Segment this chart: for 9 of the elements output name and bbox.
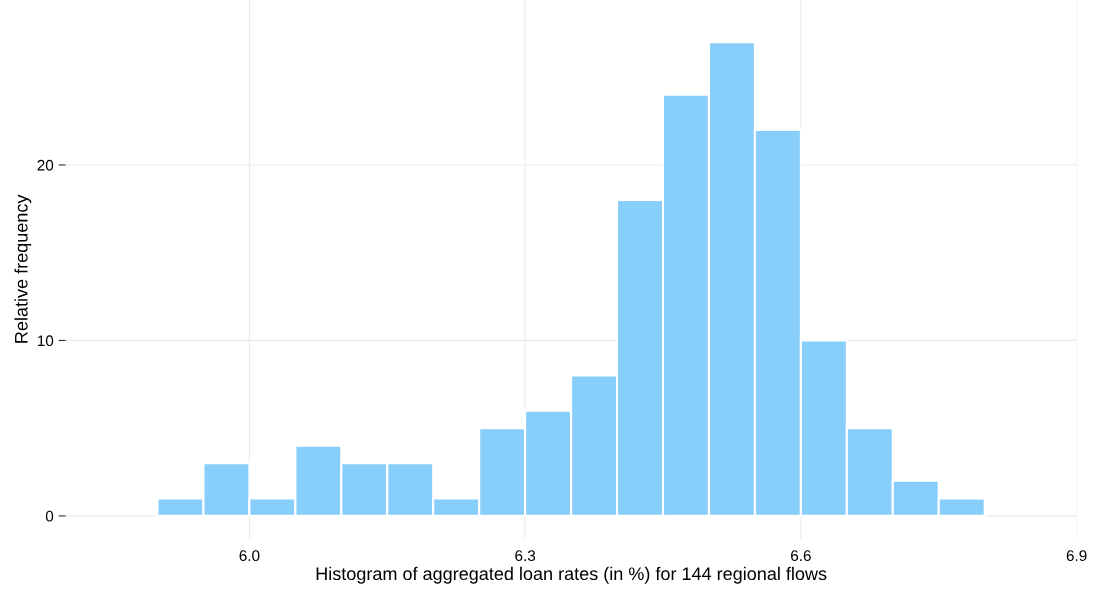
x-tick-label: 6.0 [239,550,260,562]
y-tick-label: 0 [45,510,54,522]
y-tick-label: 10 [37,335,54,347]
x-tick-label: 6.3 [515,550,536,562]
y-axis-title: Relative frequency [14,194,32,343]
y-tick-label: 20 [37,159,54,171]
x-axis-title: Histogram of aggregated loan rates (in %) for 144 regional flows [316,566,827,584]
x-tick-label: 6.6 [791,550,811,562]
x-tick-label: 6.9 [1066,550,1087,562]
